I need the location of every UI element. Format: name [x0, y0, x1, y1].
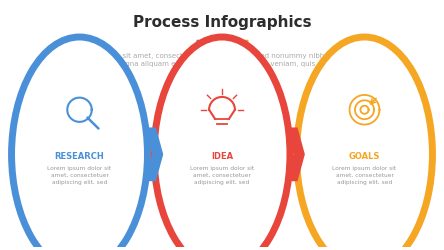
Polygon shape: [286, 128, 305, 181]
Text: IDEA: IDEA: [211, 152, 233, 161]
Text: Lorem ipsum dolor sit amet, consectetuer adipiscing elit, sed nonummy nibh euism: Lorem ipsum dolor sit amet, consectetuer…: [54, 53, 390, 68]
Ellipse shape: [297, 37, 432, 250]
Ellipse shape: [154, 37, 290, 250]
Text: Lorem ipsum dolor sit
amet, consectetuer
adipiscing elit, sed: Lorem ipsum dolor sit amet, consectetuer…: [333, 166, 396, 185]
Text: RESEARCH: RESEARCH: [55, 152, 104, 161]
Polygon shape: [145, 128, 163, 181]
Text: Lorem ipsum dolor sit
amet, consectetuer
adipiscing elit, sed: Lorem ipsum dolor sit amet, consectetuer…: [48, 166, 111, 185]
Text: Process Infographics: Process Infographics: [133, 15, 311, 30]
Ellipse shape: [12, 37, 147, 250]
Text: Lorem ipsum dolor sit
amet, consectetuer
adipiscing elit, sed: Lorem ipsum dolor sit amet, consectetuer…: [190, 166, 254, 185]
Text: GOALS: GOALS: [349, 152, 380, 161]
